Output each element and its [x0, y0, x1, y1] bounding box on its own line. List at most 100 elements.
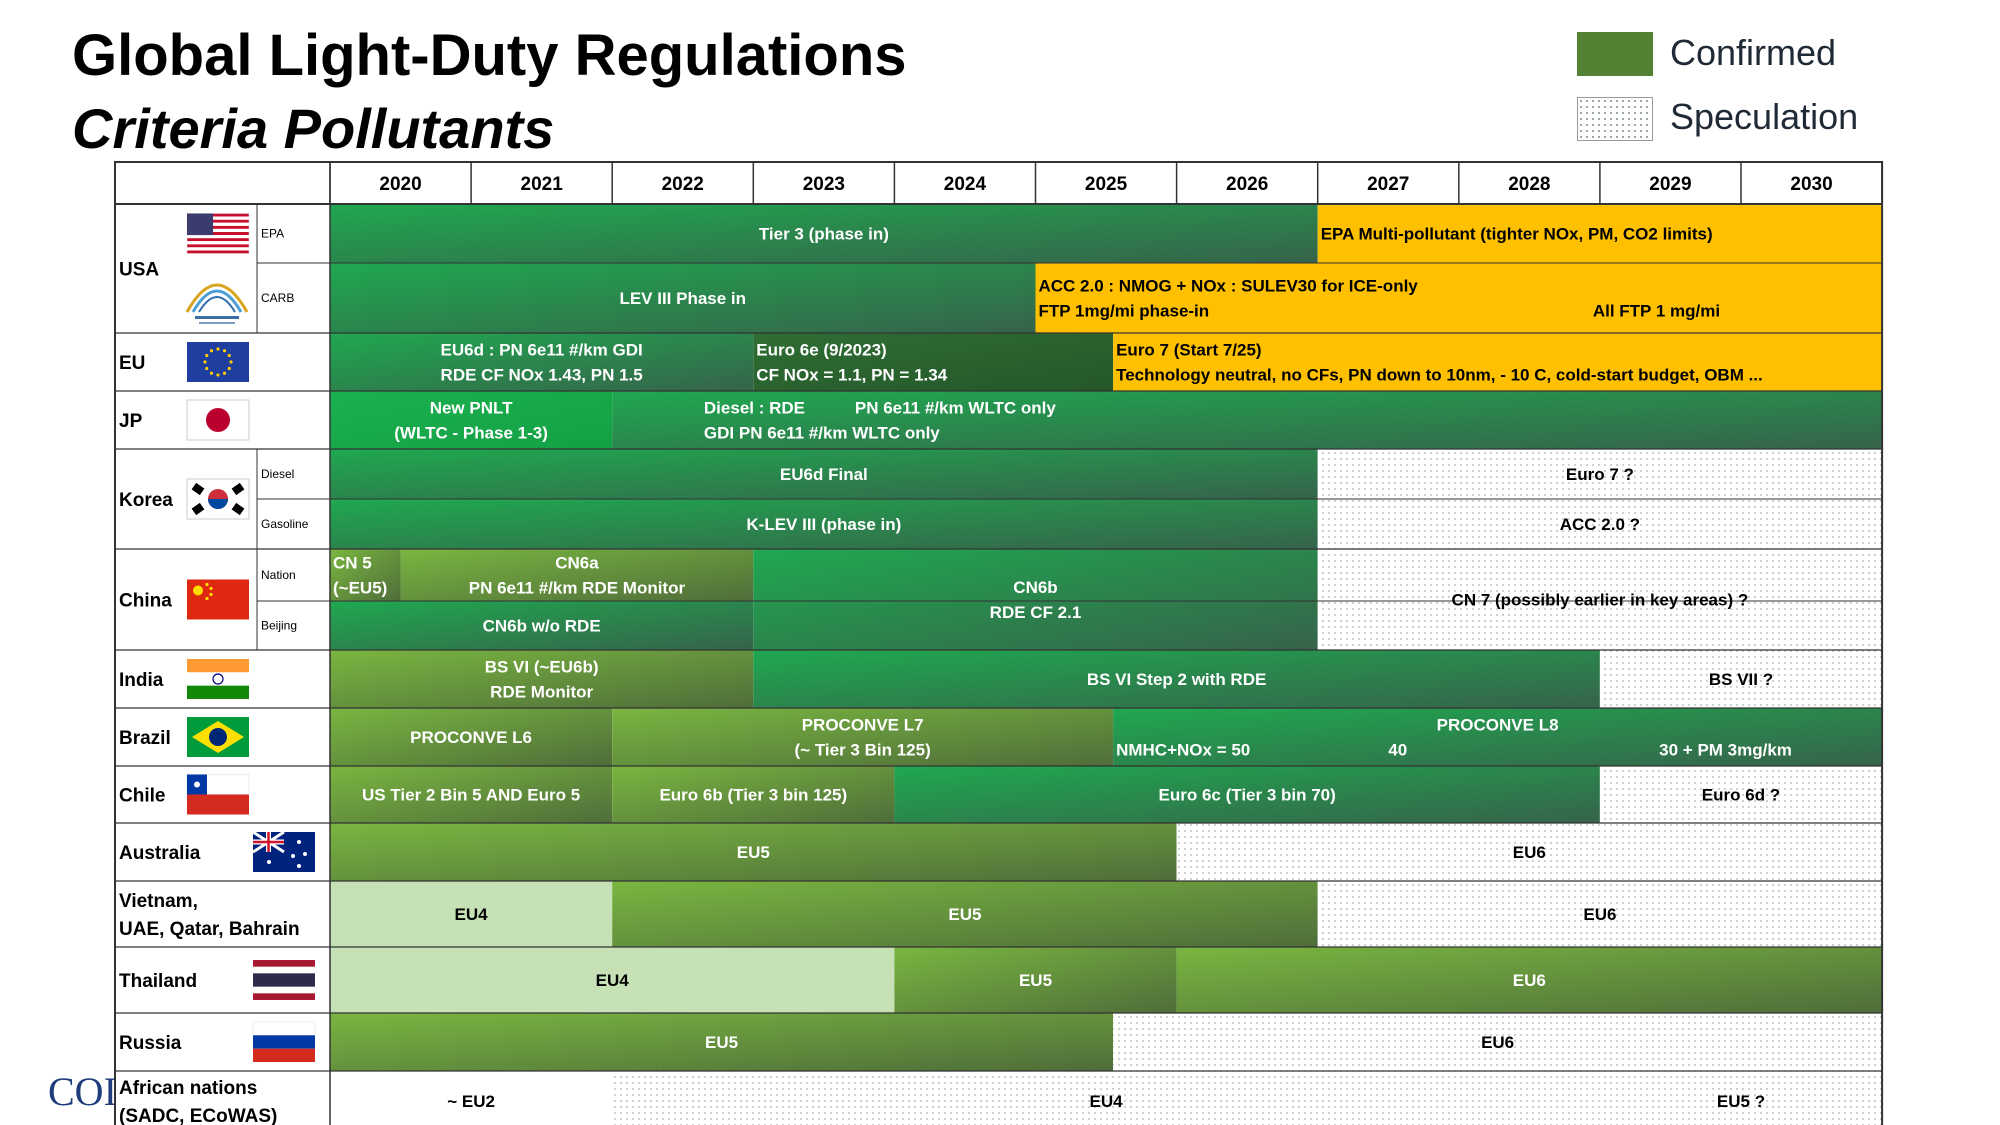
- bar-label: EU6: [1513, 843, 1546, 862]
- bar-label: (~EU5): [333, 579, 387, 598]
- timeline-bar: [1317, 881, 1883, 947]
- bar-label: ACC 2.0 ?: [1560, 515, 1640, 534]
- page-title: Global Light-Duty Regulations: [72, 23, 907, 88]
- table-border: [114, 161, 1884, 1125]
- cn-flag-icon: [187, 579, 249, 620]
- timeline-bar: [330, 766, 613, 823]
- timeline-bar: [330, 947, 895, 1013]
- timeline-bar: [330, 823, 1177, 881]
- carb-logo-icon: [185, 283, 249, 324]
- timeline-bar: [1176, 823, 1883, 881]
- timeline-bar: [1317, 449, 1883, 499]
- year-header-2023: 2023: [803, 174, 845, 195]
- bar-label: CN 7 (possibly earlier in key areas) ?: [1452, 591, 1749, 610]
- timeline-bar: [1599, 650, 1883, 708]
- bar-label: 30 + PM 3mg/km: [1659, 741, 1792, 760]
- bar-label: EU4: [596, 971, 630, 990]
- sub-row-label: Nation: [261, 568, 296, 582]
- bar-label: EU5: [948, 905, 981, 924]
- timeline-bar: [330, 449, 1318, 499]
- region-label: JP: [119, 411, 143, 432]
- bar-label: EU6d : PN 6e11 #/km GDI: [441, 341, 643, 360]
- kr-flag-icon: [186, 478, 250, 520]
- region-label: Australia: [119, 843, 201, 864]
- region-label: African nations: [119, 1078, 257, 1099]
- bar-label: Euro 6c (Tier 3 bin 70): [1159, 786, 1336, 805]
- bar-label: BS VI (~EU6b): [485, 658, 599, 677]
- bar-label: Technology neutral, no CFs, PN down to 1…: [1116, 366, 1763, 385]
- bar-label: PN 6e11 #/km WLTC only: [855, 399, 1056, 418]
- region-label: Thailand: [119, 971, 197, 992]
- bar-label: EU5: [705, 1033, 738, 1052]
- year-header-2027: 2027: [1367, 174, 1409, 195]
- region-label: Chile: [119, 786, 165, 807]
- th-flag-icon: [253, 960, 315, 1000]
- sub-row-label: CARB: [261, 291, 294, 305]
- bar-label: EU5: [1019, 971, 1052, 990]
- sub-row-label: Beijing: [261, 619, 297, 633]
- region-label: EU: [119, 353, 145, 374]
- region-label: India: [119, 670, 164, 691]
- timeline-bar: [1317, 549, 1883, 650]
- cl-flag-icon: [186, 774, 250, 815]
- bar-label: PROCONVE L7: [802, 716, 924, 735]
- bar-label: EU6: [1583, 905, 1616, 924]
- legend-speculation-swatch: [1577, 97, 1653, 141]
- year-header-2029: 2029: [1649, 174, 1691, 195]
- timeline-bar: [330, 708, 613, 766]
- ru-flag-icon: [252, 1021, 316, 1062]
- timeline-bar: [612, 766, 895, 823]
- year-header-2025: 2025: [1085, 174, 1128, 195]
- region-label: Brazil: [119, 728, 171, 749]
- bar-label: New PNLT: [430, 399, 513, 418]
- eu-flag-icon: [187, 342, 249, 382]
- company-logo-text: COI: [48, 1069, 117, 1114]
- bar-label: GDI PN 6e11 #/km WLTC only: [704, 424, 940, 443]
- in-flag-icon: [187, 659, 249, 699]
- year-header-2026: 2026: [1226, 174, 1268, 195]
- bar-label: RDE Monitor: [490, 683, 593, 702]
- year-header-2021: 2021: [521, 174, 564, 195]
- bar-label: Euro 7 (Start 7/25): [1116, 341, 1262, 360]
- bar-label: LEV III Phase in: [619, 289, 746, 308]
- sub-row-label: Diesel: [261, 467, 294, 481]
- bar-label: CN6a: [555, 554, 599, 573]
- bar-label: EU6: [1513, 971, 1546, 990]
- bar-label: PROCONVE L8: [1437, 716, 1559, 735]
- timeline-bar: [612, 881, 1318, 947]
- page-subtitle: Criteria Pollutants: [72, 97, 555, 160]
- timeline-bar: [1317, 204, 1883, 263]
- bar-label: NMHC+NOx = 50: [1116, 741, 1250, 760]
- bar-label: Euro 6e (9/2023): [756, 341, 886, 360]
- timeline-bar: [330, 499, 1318, 549]
- timeline-bar: [753, 650, 1600, 708]
- timeline-bar: [1113, 708, 1883, 766]
- timeline-bar: [330, 263, 1036, 333]
- year-header-2022: 2022: [662, 174, 704, 195]
- timeline-bar: [330, 391, 613, 449]
- legend-confirmed-label: Confirmed: [1670, 32, 1837, 73]
- bar-label: CN6b w/o RDE: [483, 617, 601, 636]
- timeline-bar: [400, 549, 754, 601]
- jp-flag-icon: [186, 399, 250, 441]
- timeline-bar: [612, 708, 1114, 766]
- timeline-bar: [330, 1013, 1114, 1071]
- timeline-bar: [330, 204, 1318, 263]
- legend-confirmed-swatch: [1577, 32, 1653, 76]
- timeline-bar: [612, 391, 1883, 449]
- bar-label: EU6: [1481, 1033, 1514, 1052]
- br-flag-icon: [187, 717, 249, 757]
- timeline-bar: [753, 333, 1114, 391]
- year-header-2020: 2020: [379, 174, 421, 195]
- bar-label: CN 5: [333, 554, 372, 573]
- bar-label: EU4: [455, 905, 489, 924]
- bar-label: RDE CF NOx 1.43, PN 1.5: [441, 366, 643, 385]
- timeline-bar: [1599, 766, 1883, 823]
- region-label: UAE, Qatar, Bahrain: [119, 919, 300, 940]
- bar-label: EU6d Final: [780, 465, 868, 484]
- au-flag-icon: [252, 830, 315, 872]
- bar-label: RDE CF 2.1: [990, 603, 1082, 622]
- bar-label: EPA Multi-pollutant (tighter NOx, PM, CO…: [1321, 225, 1713, 244]
- timeline-bar: [330, 333, 754, 391]
- bar-label: BS VII ?: [1709, 670, 1773, 689]
